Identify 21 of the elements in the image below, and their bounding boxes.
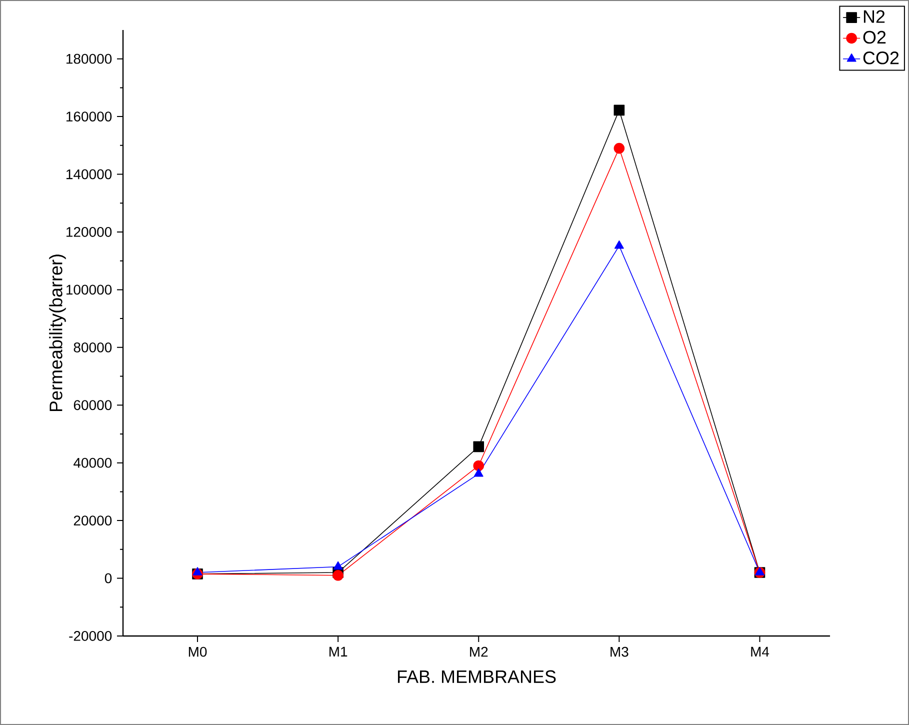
x-tick-label: M4 xyxy=(751,646,770,656)
legend-label: N2 xyxy=(864,10,885,23)
y-tick-label: 100000 xyxy=(66,284,112,295)
x-tick-label: M0 xyxy=(188,646,207,657)
x-tick-label: M3 xyxy=(610,646,628,657)
y-axis-title: Permeability(barrer) xyxy=(49,254,66,412)
y-tick-label: -20000 xyxy=(69,631,112,641)
x-tick-label: M1 xyxy=(329,646,348,656)
y-tick-label: 80000 xyxy=(74,342,112,352)
y-tick-label: 0 xyxy=(104,573,112,584)
x-axis-title: FAB. MEMBRANES xyxy=(398,670,556,684)
y-tick-label: 180000 xyxy=(66,54,112,64)
legend-label: CO2 xyxy=(863,52,899,64)
y-tick-label: 60000 xyxy=(74,400,112,410)
y-tick-label: 20000 xyxy=(74,516,112,526)
y-tick-label: 160000 xyxy=(66,112,112,122)
y-tick-label: 140000 xyxy=(66,169,112,180)
x-tick-label: M2 xyxy=(470,646,488,657)
y-tick-label: 120000 xyxy=(66,227,112,237)
legend-label: O2 xyxy=(863,30,886,44)
y-tick-label: 40000 xyxy=(74,458,112,468)
